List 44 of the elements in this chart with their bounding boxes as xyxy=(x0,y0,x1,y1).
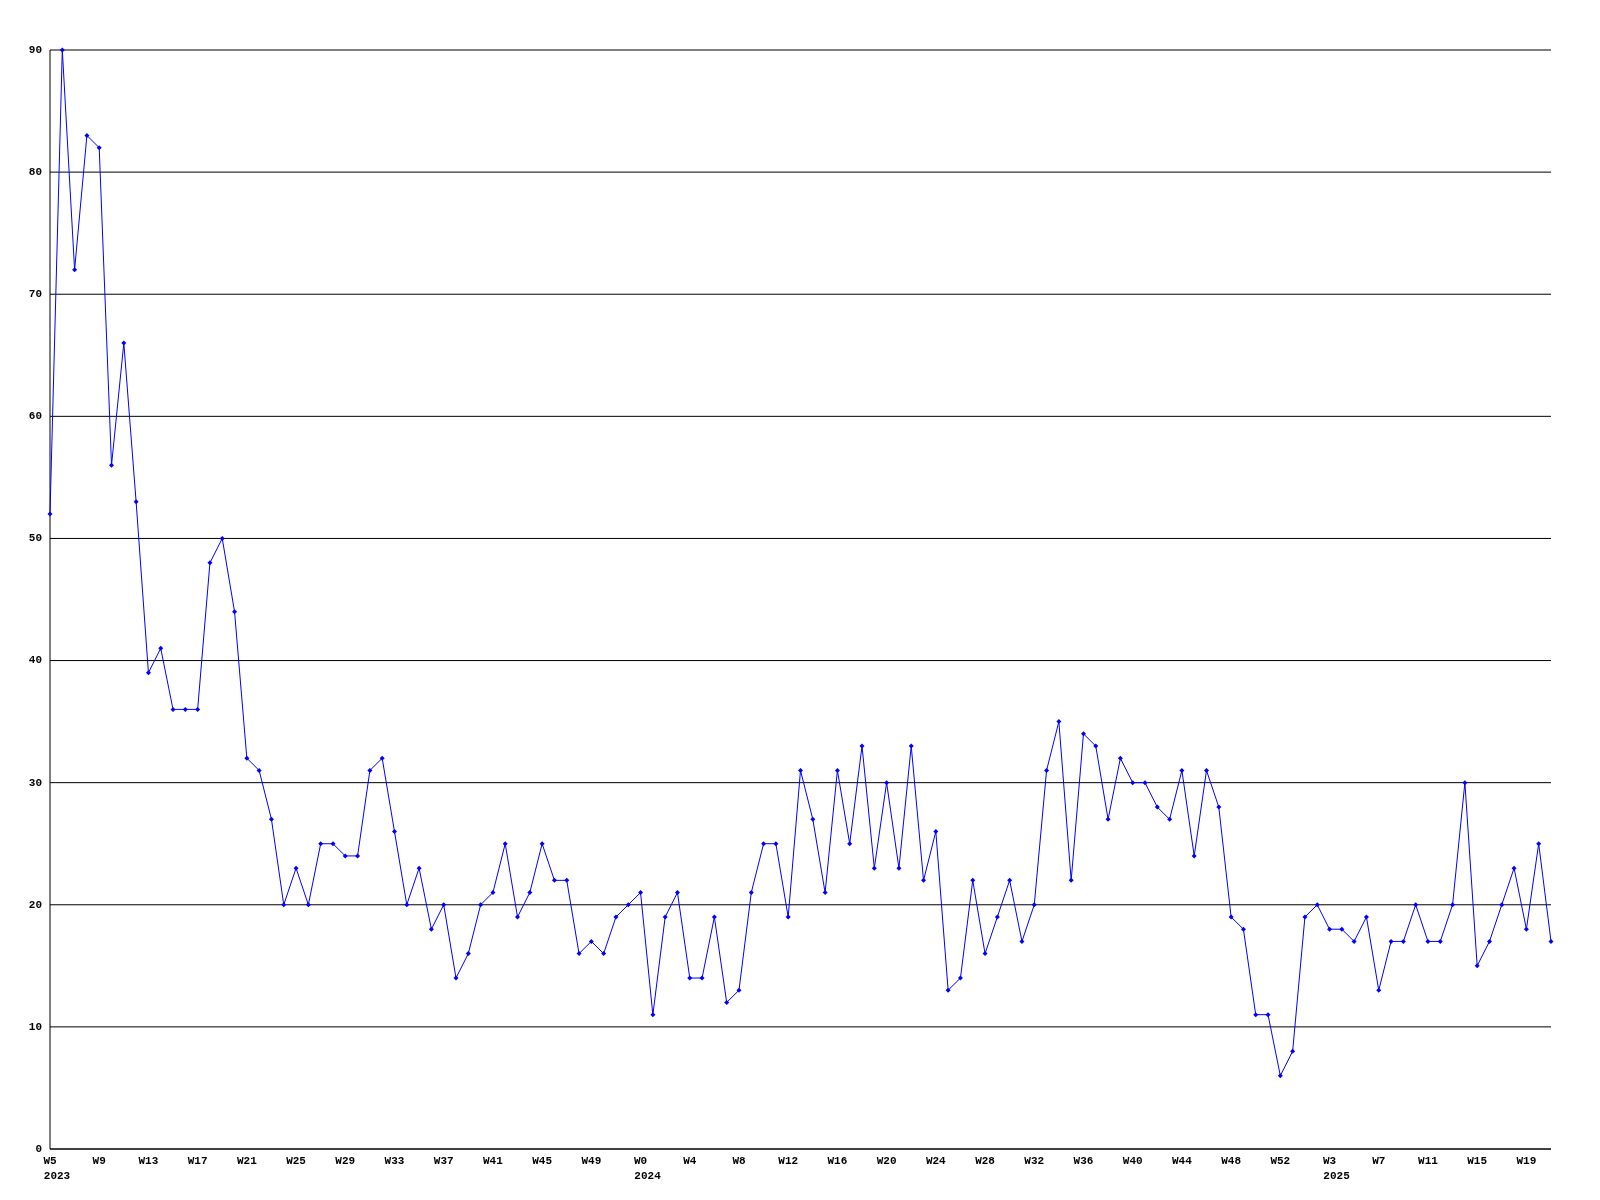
text: 2025 xyxy=(1323,1170,1351,1182)
y-tick-label: 30 xyxy=(28,776,42,789)
x-tick-label: W45 xyxy=(532,1155,553,1167)
y-tick-label: 70 xyxy=(28,288,42,301)
x-tick-label: W15 xyxy=(1467,1155,1488,1167)
x-tick-label: W24 xyxy=(925,1155,947,1167)
x-tick-label: W28 xyxy=(975,1155,996,1167)
x-tick-label: W17 xyxy=(187,1155,208,1167)
x-tick-label: W41 xyxy=(483,1155,504,1167)
x-tick-label: W20 xyxy=(876,1155,897,1167)
y-tick-label: 20 xyxy=(28,898,42,911)
x-tick-label: W49 xyxy=(581,1155,602,1167)
text: 2023 xyxy=(43,1170,71,1182)
x-tick-label: W33 xyxy=(384,1155,405,1167)
x-tick-label: W25 xyxy=(286,1155,307,1167)
y-tick-label: 60 xyxy=(28,410,42,423)
y-tick-label: 40 xyxy=(28,654,42,667)
y-tick-label: 90 xyxy=(28,43,42,56)
x-tick-label: W48 xyxy=(1221,1155,1242,1167)
x-tick-label: W13 xyxy=(138,1155,159,1167)
x-tick-label: W37 xyxy=(433,1155,454,1167)
x-tick-label: W29 xyxy=(335,1155,356,1167)
x-tick-label: W12 xyxy=(778,1155,799,1167)
x-tick-label: W32 xyxy=(1024,1155,1045,1167)
text: 2024 xyxy=(634,1170,662,1182)
x-tick-label: W7 xyxy=(1372,1155,1386,1167)
x-tick-label: W4 xyxy=(683,1155,697,1167)
y-tick-label: 80 xyxy=(28,166,42,179)
x-tick-label: W21 xyxy=(236,1155,258,1167)
x-tick-label: W11 xyxy=(1418,1155,1439,1167)
y-tick-label: 50 xyxy=(28,532,42,545)
x-tick-label: W52 xyxy=(1270,1155,1291,1167)
x-tick-label: W40 xyxy=(1122,1155,1143,1167)
y-tick-label: 0 xyxy=(35,1142,42,1155)
x-tick-label: W36 xyxy=(1073,1155,1094,1167)
y-tick-label: 10 xyxy=(28,1020,42,1033)
x-tick-label: W9 xyxy=(92,1155,106,1167)
x-tick-label: W16 xyxy=(827,1155,848,1167)
x-tick-label: W8 xyxy=(732,1155,746,1167)
x-tick-label: W3 xyxy=(1322,1155,1337,1167)
x-tick-label: W5 xyxy=(43,1155,57,1167)
x-tick-label: W19 xyxy=(1516,1155,1537,1167)
x-tick-label: W0 xyxy=(633,1155,648,1167)
x-tick-label: W44 xyxy=(1172,1155,1193,1167)
